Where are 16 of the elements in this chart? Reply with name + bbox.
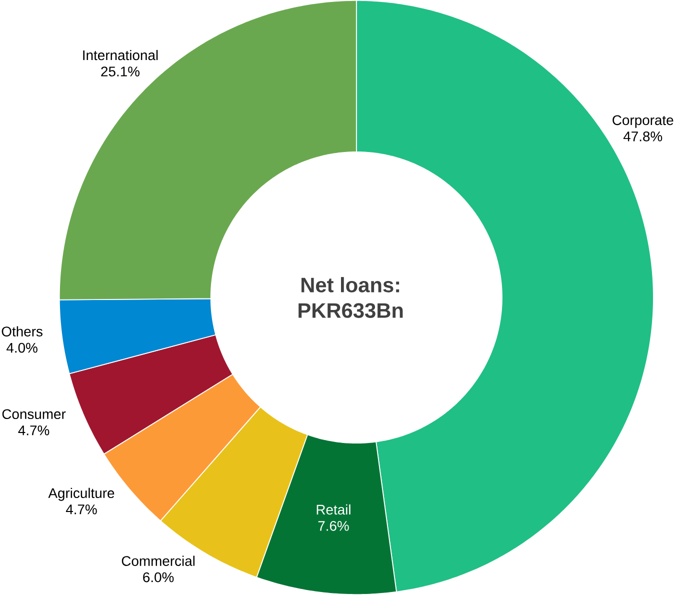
text: PKR633Bn [298,303,403,318]
slice-label: International [83,50,158,60]
data-label: 4.7% [66,504,97,514]
slice-label: Agriculture [48,488,114,501]
data-label: 7.6% [318,520,349,531]
slice-label: Consumer [2,409,66,420]
slice-label: Commercial [122,556,195,566]
slice-label: Retail [316,504,350,515]
slice-label: Others [2,326,42,336]
data-label: 4.0% [6,342,38,353]
data-label: 47.8% [623,131,662,142]
slice-label: Corporate [612,115,674,128]
data-label: 4.7% [18,425,50,436]
data-label: 25.1% [101,66,140,76]
text: Net loans: [302,277,400,292]
data-label: 6.0% [143,572,174,582]
